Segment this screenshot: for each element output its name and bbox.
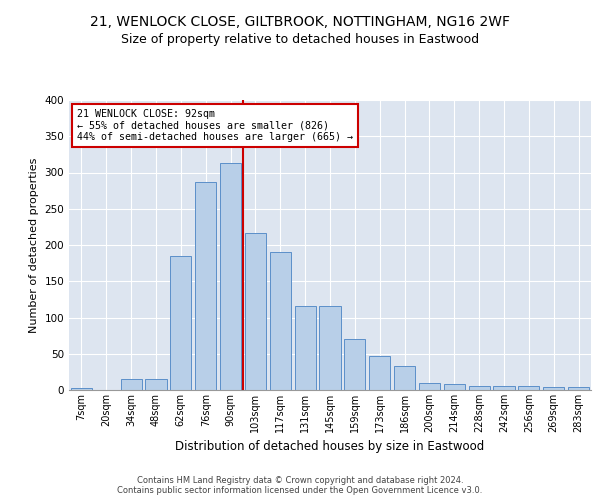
Text: Contains HM Land Registry data © Crown copyright and database right 2024.
Contai: Contains HM Land Registry data © Crown c… — [118, 476, 482, 495]
Bar — [518, 386, 539, 390]
Bar — [493, 386, 515, 390]
Bar — [295, 306, 316, 390]
Bar — [444, 384, 465, 390]
Bar — [369, 356, 390, 390]
Text: 21 WENLOCK CLOSE: 92sqm
← 55% of detached houses are smaller (826)
44% of semi-d: 21 WENLOCK CLOSE: 92sqm ← 55% of detache… — [77, 108, 353, 142]
Bar — [145, 379, 167, 390]
Text: 21, WENLOCK CLOSE, GILTBROOK, NOTTINGHAM, NG16 2WF: 21, WENLOCK CLOSE, GILTBROOK, NOTTINGHAM… — [90, 15, 510, 29]
Bar — [220, 163, 241, 390]
Bar — [245, 234, 266, 390]
Bar — [170, 256, 191, 390]
Text: Size of property relative to detached houses in Eastwood: Size of property relative to detached ho… — [121, 32, 479, 46]
Bar — [344, 338, 365, 390]
Bar — [121, 379, 142, 390]
Bar — [71, 388, 92, 390]
Bar — [419, 383, 440, 390]
Bar — [270, 252, 291, 390]
X-axis label: Distribution of detached houses by size in Eastwood: Distribution of detached houses by size … — [175, 440, 485, 454]
Bar — [195, 182, 216, 390]
Bar — [319, 306, 341, 390]
Y-axis label: Number of detached properties: Number of detached properties — [29, 158, 39, 332]
Bar — [394, 366, 415, 390]
Bar — [568, 387, 589, 390]
Bar — [543, 387, 564, 390]
Bar — [469, 386, 490, 390]
